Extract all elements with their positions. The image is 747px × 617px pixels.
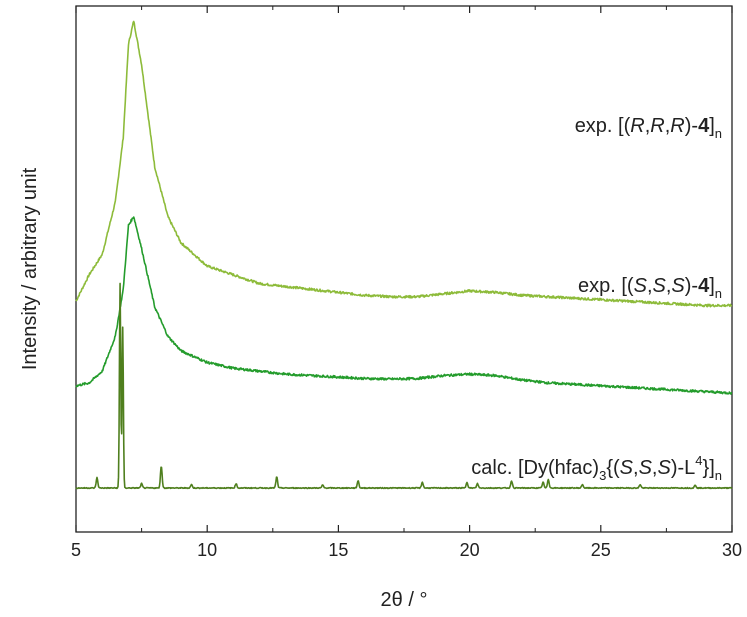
y-axis-label: Intensity / arbitrary unit xyxy=(19,167,41,370)
series-label-part: , xyxy=(633,457,639,479)
series-label-part: )-L xyxy=(671,457,695,479)
x-tick-label: 10 xyxy=(197,540,217,560)
x-ticks: 5 10 15 20 25 30 xyxy=(71,6,742,560)
series-label-part: S xyxy=(671,275,685,297)
series-line-2 xyxy=(75,216,733,395)
series-label-part: R xyxy=(630,115,644,137)
series-label-part: )- xyxy=(685,115,698,137)
series-label-part: , xyxy=(665,115,671,137)
series-label-part: ] xyxy=(709,275,715,297)
x-tick-label: 5 xyxy=(71,540,81,560)
series-label-part: 4 xyxy=(698,275,710,297)
x-tick-label: 20 xyxy=(460,540,480,560)
series-label-part: )- xyxy=(685,275,698,297)
series-label-part: S xyxy=(620,457,634,479)
series-label-part: calc. [Dy(hfac) xyxy=(471,457,599,479)
series-label-part: n xyxy=(715,126,722,141)
series-label-part: n xyxy=(715,286,722,301)
series-line-1 xyxy=(75,20,733,308)
series-label-3: calc. [Dy(hfac)3{(S,S,S)-L4}]n xyxy=(471,453,722,483)
series-label-part: }] xyxy=(703,457,715,479)
x-axis-label: 2θ / ° xyxy=(381,589,428,611)
series-label-part: , xyxy=(666,275,672,297)
series-group xyxy=(75,20,733,490)
series-label-1: exp. [(R,R,R)-4]n xyxy=(575,115,722,141)
series-label-part: exp. [( xyxy=(575,115,631,137)
series-label-part: {( xyxy=(606,457,620,479)
series-label-part: , xyxy=(652,457,658,479)
x-tick-label: 15 xyxy=(328,540,348,560)
series-label-part: 3 xyxy=(599,468,606,483)
series-label-part: R xyxy=(670,115,684,137)
series-label-part: n xyxy=(715,468,722,483)
series-label-part: 4 xyxy=(698,115,710,137)
series-label-part: S xyxy=(657,457,671,479)
series-label-part: ] xyxy=(709,115,715,137)
series-label-part: exp. [( xyxy=(578,275,634,297)
series-label-2: exp. [(S,S,S)-4]n xyxy=(578,275,722,301)
x-tick-label: 30 xyxy=(722,540,742,560)
series-label-part: S xyxy=(634,275,648,297)
series-label-part: S xyxy=(639,457,653,479)
series-label-part: , xyxy=(645,115,651,137)
series-label-part: R xyxy=(650,115,664,137)
series-label-part: , xyxy=(647,275,653,297)
x-tick-label: 25 xyxy=(591,540,611,560)
series-line-3 xyxy=(75,282,733,490)
plot-frame xyxy=(75,5,733,533)
series-label-part: 4 xyxy=(695,453,702,468)
series-label-part: S xyxy=(653,275,667,297)
